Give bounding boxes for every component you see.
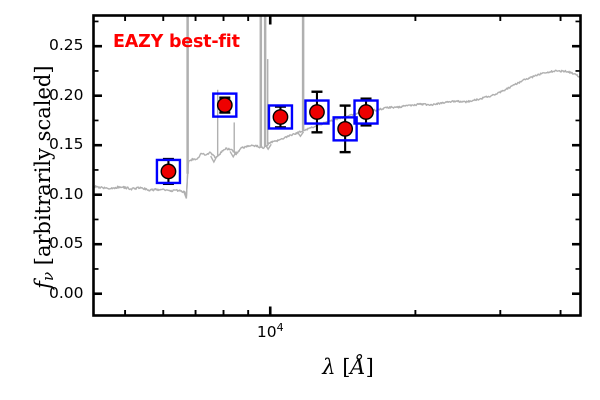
observed-flux-marker	[337, 120, 354, 137]
balmer-break	[183, 169, 189, 199]
model-flux-box	[304, 99, 330, 125]
model-flux-box	[353, 99, 379, 125]
spectrum-line	[93, 69, 581, 197]
model-flux-box	[212, 92, 238, 118]
y-tick-label: 0.10	[48, 184, 84, 203]
absorption-notch	[296, 131, 305, 138]
observed-flux-marker	[216, 97, 233, 114]
photometry-point	[332, 104, 358, 154]
photometry-point	[155, 157, 182, 186]
observed-flux-marker	[160, 163, 177, 180]
photometry-point	[267, 104, 294, 130]
absorption-notch	[210, 155, 218, 164]
y-tick-label: 0.05	[48, 234, 84, 253]
absorption-notch	[229, 151, 237, 159]
y-tick-label: 0.20	[48, 85, 84, 104]
photometry-group	[155, 90, 379, 186]
model-flux-box	[267, 104, 294, 130]
y-axis-label: fν [arbitrarily scaled]	[30, 65, 58, 289]
annotation-eazy-best-fit: EAZY best-fit	[113, 32, 240, 52]
x-axis-label: λ [Å]	[322, 355, 374, 379]
photometry-point	[353, 97, 379, 127]
plot-area	[92, 14, 582, 317]
model-flux-box	[155, 158, 182, 185]
model-flux-box	[332, 116, 358, 142]
photometry-point	[304, 90, 330, 134]
absorption-notch	[264, 143, 272, 151]
spectrum-group	[93, 15, 581, 199]
observed-flux-marker	[309, 104, 325, 120]
y-tick-label: 0.00	[48, 283, 84, 302]
x-tick-label-major: 104	[256, 320, 284, 341]
photometry-point	[212, 92, 238, 118]
y-tick-label: 0.15	[48, 135, 84, 154]
plot-frame	[92, 14, 582, 317]
observed-flux-marker	[272, 109, 289, 125]
y-tick-label: 0.25	[48, 36, 84, 55]
observed-flux-marker	[358, 104, 374, 120]
